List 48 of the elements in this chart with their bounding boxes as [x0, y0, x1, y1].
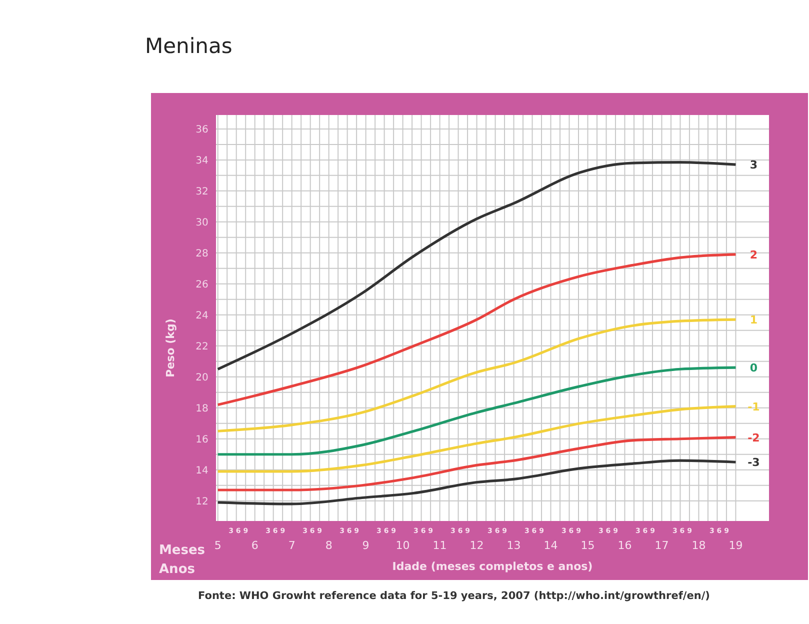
source-note: Fonte: WHO Growht reference data for 5-19 years, 2007 (http://who.int/growthref/en/): [198, 590, 710, 602]
x-tick-label: 15: [580, 539, 595, 552]
x-tick-label: 8: [325, 539, 332, 552]
y-tick-label: 26: [196, 279, 208, 290]
line-series: [216, 160, 738, 370]
x-tick-label: 16: [618, 539, 632, 552]
y-tick-label: 18: [196, 403, 208, 414]
y-tick-label: 12: [196, 496, 208, 508]
series-label: 0: [750, 362, 758, 375]
x-tick-label: 5: [214, 539, 222, 552]
y-tick-label: 34: [196, 155, 208, 166]
line-series: [216, 459, 738, 506]
x-tick-label: 7: [288, 539, 296, 552]
series-label: -1: [748, 400, 760, 414]
y-tick-label: 22: [196, 341, 208, 352]
line-series: [216, 366, 738, 456]
x-tick-label: 10: [396, 539, 410, 552]
x-tick-label: 17: [654, 539, 669, 552]
y-tick-label: 32: [196, 186, 208, 198]
y-tick-label: 30: [196, 217, 208, 228]
text: Meses: [159, 543, 206, 558]
x-tick-label: 12: [470, 539, 484, 552]
x-tick-label: 19: [728, 539, 743, 552]
y-tick-label: 28: [196, 248, 208, 260]
x-tick-label: 9: [362, 539, 370, 552]
x-tick-label: 11: [432, 539, 447, 552]
series-label: -3: [748, 456, 760, 470]
x-tick-label: 18: [692, 539, 706, 552]
y-tick-label: 24: [196, 310, 208, 322]
x-axis-title: Idade (meses completos e anos): [392, 560, 593, 573]
line-series: [216, 436, 738, 492]
y-tick-label: 16: [196, 434, 208, 446]
x-tick-label: 6: [251, 539, 258, 552]
line-series: [216, 253, 738, 406]
x-tick-label: 14: [544, 539, 558, 552]
chart-title: Meninas: [145, 34, 232, 58]
y-axis-title: Peso (kg): [164, 318, 177, 378]
y-tick-label: 20: [196, 372, 208, 384]
y-tick-label: 36: [196, 124, 208, 136]
text: Anos: [159, 562, 196, 577]
x-tick-label: 13: [506, 539, 521, 552]
series-label: -2: [748, 431, 760, 444]
series-label: 1: [750, 314, 758, 327]
line-series: [216, 405, 738, 473]
series-label: 3: [750, 158, 758, 172]
line-series: [216, 318, 738, 432]
series-label: 2: [750, 248, 758, 262]
y-tick-label: 14: [196, 465, 208, 476]
